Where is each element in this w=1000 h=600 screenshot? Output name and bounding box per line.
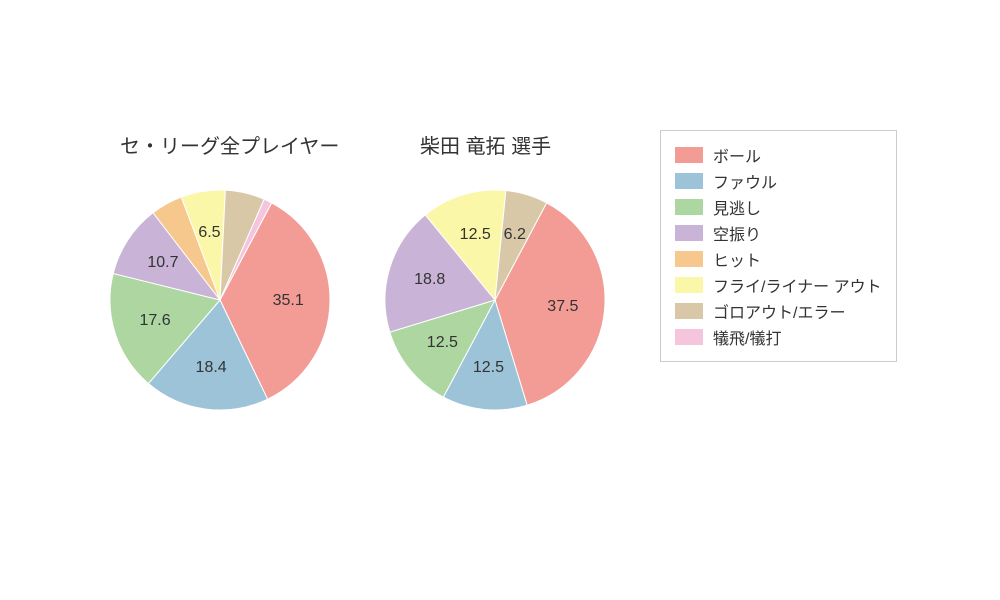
legend-item: 犠飛/犠打 <box>675 325 882 349</box>
legend-item: ボール <box>675 143 882 167</box>
legend-item: ゴロアウト/エラー <box>675 299 882 323</box>
legend-item: フライ/ライナー アウト <box>675 273 882 297</box>
legend-swatch <box>675 199 703 215</box>
pie-slice-label: 18.8 <box>414 271 445 289</box>
pie-slice-label: 12.5 <box>460 226 491 244</box>
pie-slice-label: 12.5 <box>427 334 458 352</box>
legend-swatch <box>675 329 703 345</box>
legend-label: 犠飛/犠打 <box>713 325 781 349</box>
legend-label: 空振り <box>713 221 761 245</box>
legend-label: 見逃し <box>713 195 761 219</box>
pie-slice-label: 12.5 <box>473 359 504 377</box>
pie-slice-label: 6.5 <box>198 224 220 242</box>
pie-slice-label: 35.1 <box>273 292 304 310</box>
pie-slice-label: 6.2 <box>504 226 526 244</box>
pie-slice-label: 18.4 <box>196 359 227 377</box>
legend-swatch <box>675 147 703 163</box>
legend-label: ヒット <box>713 247 761 271</box>
legend-item: ファウル <box>675 169 882 193</box>
legend-swatch <box>675 303 703 319</box>
legend-label: ゴロアウト/エラー <box>713 299 845 323</box>
chart-container: セ・リーグ全プレイヤー 35.1 18.4 17.6 10.7 6.5 柴田 竜拓 選手 37… <box>0 0 1000 600</box>
pie-slice-label: 17.6 <box>139 312 170 330</box>
legend: ボールファウル見逃し空振りヒットフライ/ライナー アウトゴロアウト/エラー犠飛/… <box>660 130 897 362</box>
legend-swatch <box>675 251 703 267</box>
pie-slice-label: 10.7 <box>147 254 178 272</box>
legend-label: ボール <box>713 143 761 167</box>
chart-title: 柴田 竜拓 選手 <box>420 130 551 159</box>
legend-swatch <box>675 277 703 293</box>
legend-item: 空振り <box>675 221 882 245</box>
legend-item: 見逃し <box>675 195 882 219</box>
legend-label: ファウル <box>713 169 777 193</box>
legend-item: ヒット <box>675 247 882 271</box>
legend-label: フライ/ライナー アウト <box>713 273 882 297</box>
legend-swatch <box>675 173 703 189</box>
chart-title: セ・リーグ全プレイヤー <box>120 130 339 159</box>
legend-swatch <box>675 225 703 241</box>
pie-slice-label: 37.5 <box>547 298 578 316</box>
